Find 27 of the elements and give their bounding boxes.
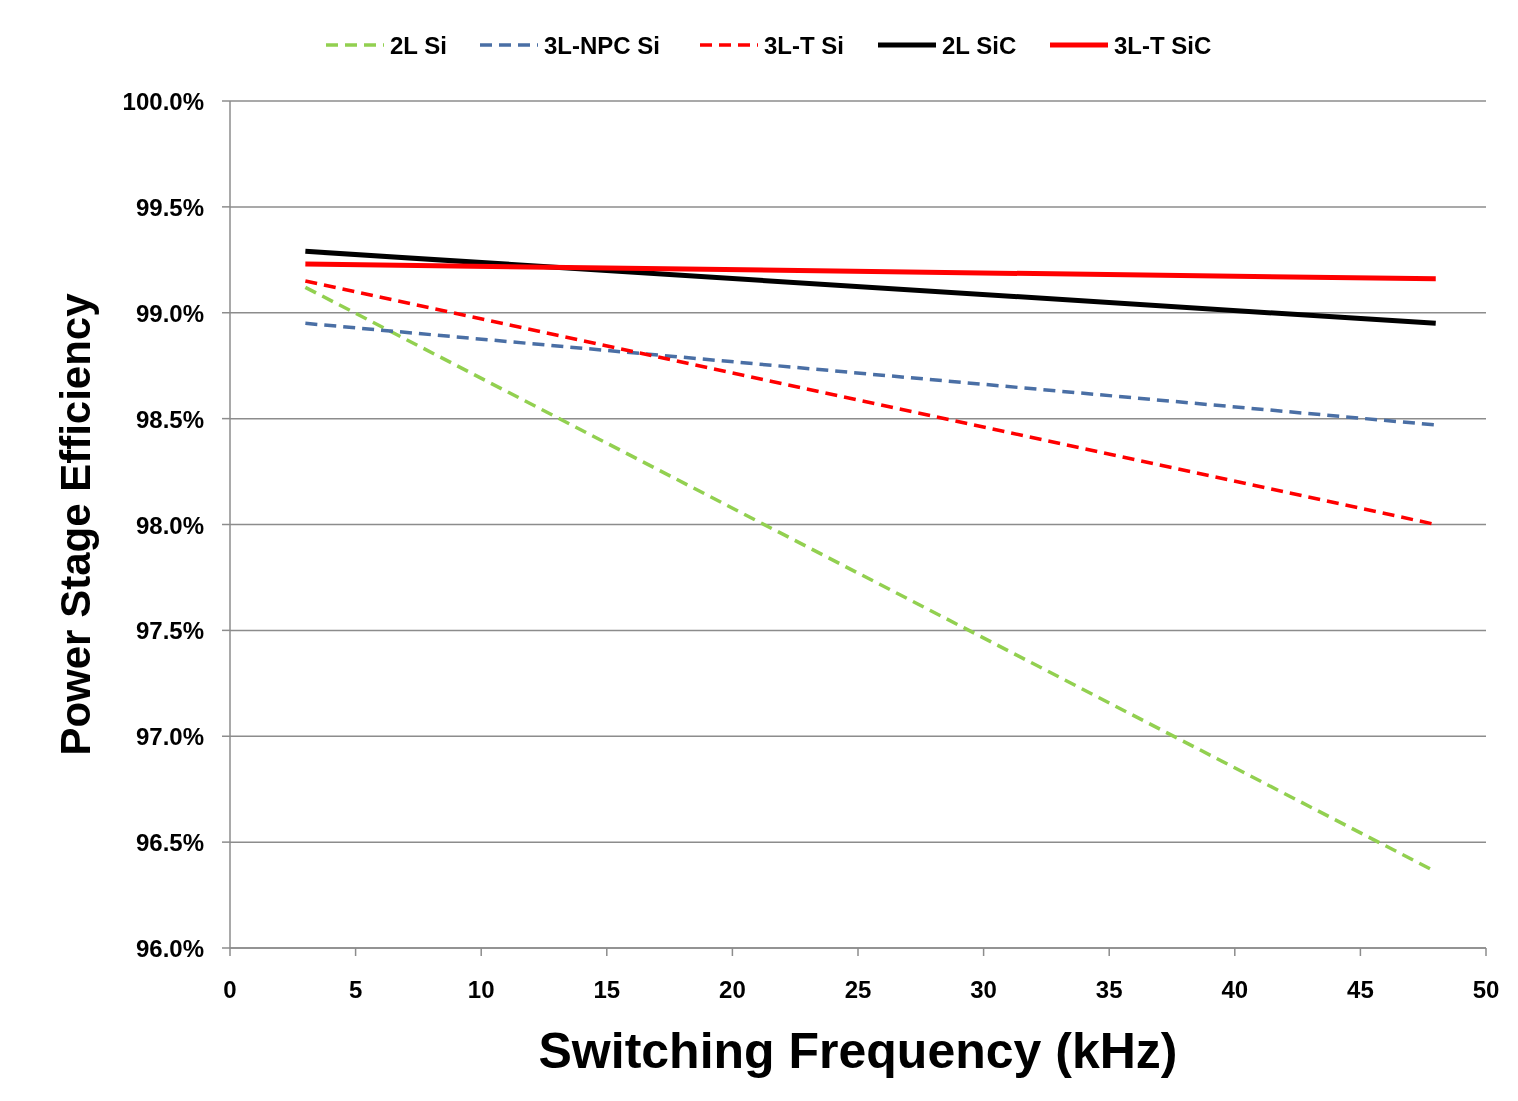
y-tick-label: 100.0% bbox=[122, 88, 204, 115]
y-axis-title: Power Stage Efficiency bbox=[52, 292, 99, 756]
legend-label: 2L SiC bbox=[942, 32, 1017, 59]
x-tick-label: 0 bbox=[223, 976, 237, 1003]
x-tick-label: 45 bbox=[1347, 976, 1374, 1003]
y-tick-label: 98.0% bbox=[135, 511, 204, 539]
legend-label: 3L-T Si bbox=[764, 32, 845, 59]
x-tick-label: 20 bbox=[719, 976, 746, 1003]
x-tick-label: 10 bbox=[467, 976, 495, 1003]
legend-label: 3L-T SiC bbox=[1114, 32, 1212, 59]
y-tick-label: 97.5% bbox=[135, 617, 204, 645]
y-tick-label: 96.0% bbox=[135, 935, 204, 962]
x-tick-label: 30 bbox=[970, 976, 997, 1003]
legend-label: 2L Si bbox=[390, 32, 447, 59]
y-tick-label: 96.5% bbox=[135, 829, 204, 857]
y-tick-label: 97.0% bbox=[135, 723, 204, 751]
x-tick-label: 15 bbox=[593, 976, 621, 1003]
x-tick-label: 50 bbox=[1472, 976, 1500, 1003]
x-tick-label: 25 bbox=[844, 976, 872, 1003]
x-tick-label: 35 bbox=[1095, 976, 1123, 1003]
x-tick-label: 5 bbox=[348, 976, 363, 1003]
x-tick-label: 40 bbox=[1221, 976, 1249, 1003]
legend-label: 3L-NPC Si bbox=[544, 32, 661, 59]
y-tick-label: 98.5% bbox=[135, 405, 204, 433]
y-tick-label: 99.5% bbox=[135, 193, 204, 221]
x-axis-title: Switching Frequency (kHz) bbox=[538, 1023, 1178, 1079]
y-tick-label: 99.0% bbox=[135, 299, 204, 327]
